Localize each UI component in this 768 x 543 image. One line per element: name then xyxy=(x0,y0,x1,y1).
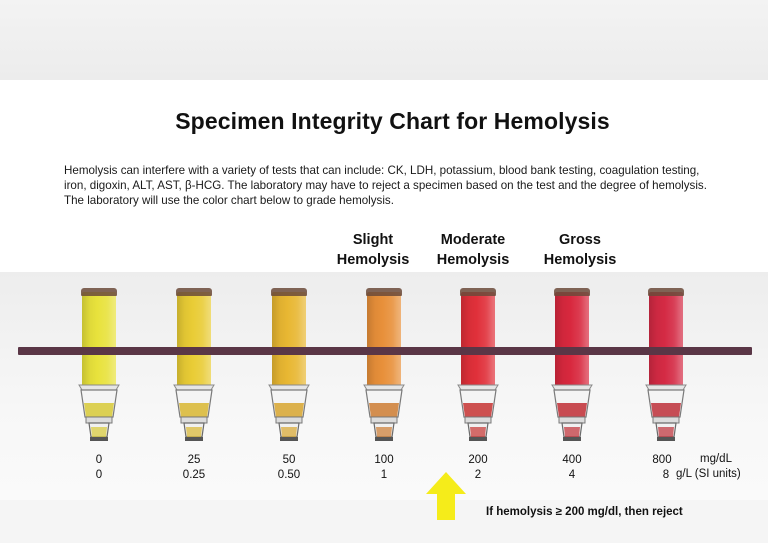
severity-gross-line1: Gross xyxy=(559,232,601,248)
value-mg-dl-3: 100 xyxy=(374,454,394,466)
description-line-2: iron, digoxin, ALT, AST, β-HCG. The labo… xyxy=(64,179,707,192)
severity-moderate-line2: Hemolysis xyxy=(436,252,510,268)
value-si-2: 0.50 xyxy=(277,469,301,481)
severity-label-slight: Slight Hemolysis xyxy=(313,230,433,270)
description: Hemolysis can interfere with a variety o… xyxy=(64,163,764,208)
unit-mg-dl: mg/dL xyxy=(700,453,732,465)
value-mg-dl-0: 0 xyxy=(95,454,103,466)
value-si-4: 2 xyxy=(474,469,482,481)
value-mg-dl-5: 400 xyxy=(562,454,582,466)
value-mg-dl-6: 800 xyxy=(652,454,672,466)
description-line-1: Hemolysis can interfere with a variety o… xyxy=(64,164,700,177)
value-mg-dl-4: 200 xyxy=(468,454,488,466)
description-line-3: The laboratory will use the color chart … xyxy=(64,194,394,207)
reject-note: If hemolysis ≥ 200 mg/dl, then reject xyxy=(486,506,683,518)
severity-moderate-line1: Moderate xyxy=(440,232,506,248)
value-si-3: 1 xyxy=(380,469,388,481)
sample-cup-0 xyxy=(78,384,120,441)
sample-cup-3 xyxy=(363,384,405,441)
sample-cup-5 xyxy=(551,384,593,441)
unit-si: g/L (SI units) xyxy=(676,468,741,480)
sample-cup-4 xyxy=(457,384,499,441)
severity-gross-line2: Hemolysis xyxy=(543,252,617,268)
bottom-band xyxy=(0,500,768,543)
page-title: Specimen Integrity Chart for Hemolysis xyxy=(175,108,610,134)
top-band xyxy=(0,0,768,80)
value-si-6: 8 xyxy=(662,469,670,481)
sample-cup-2 xyxy=(268,384,310,441)
value-mg-dl-2: 50 xyxy=(282,454,296,466)
severity-label-gross: Gross Hemolysis xyxy=(520,230,640,270)
value-si-1: 0.25 xyxy=(182,469,206,481)
severity-label-moderate: Moderate Hemolysis xyxy=(413,230,533,270)
value-si-0: 0 xyxy=(95,469,103,481)
sample-cup-1 xyxy=(173,384,215,441)
severity-slight-line1: Slight xyxy=(352,232,394,248)
value-mg-dl-1: 25 xyxy=(187,454,201,466)
severity-slight-line2: Hemolysis xyxy=(336,252,410,268)
horizontal-rule xyxy=(18,347,752,355)
up-arrow-icon xyxy=(426,472,466,520)
value-si-5: 4 xyxy=(568,469,576,481)
sample-cup-6 xyxy=(645,384,687,441)
